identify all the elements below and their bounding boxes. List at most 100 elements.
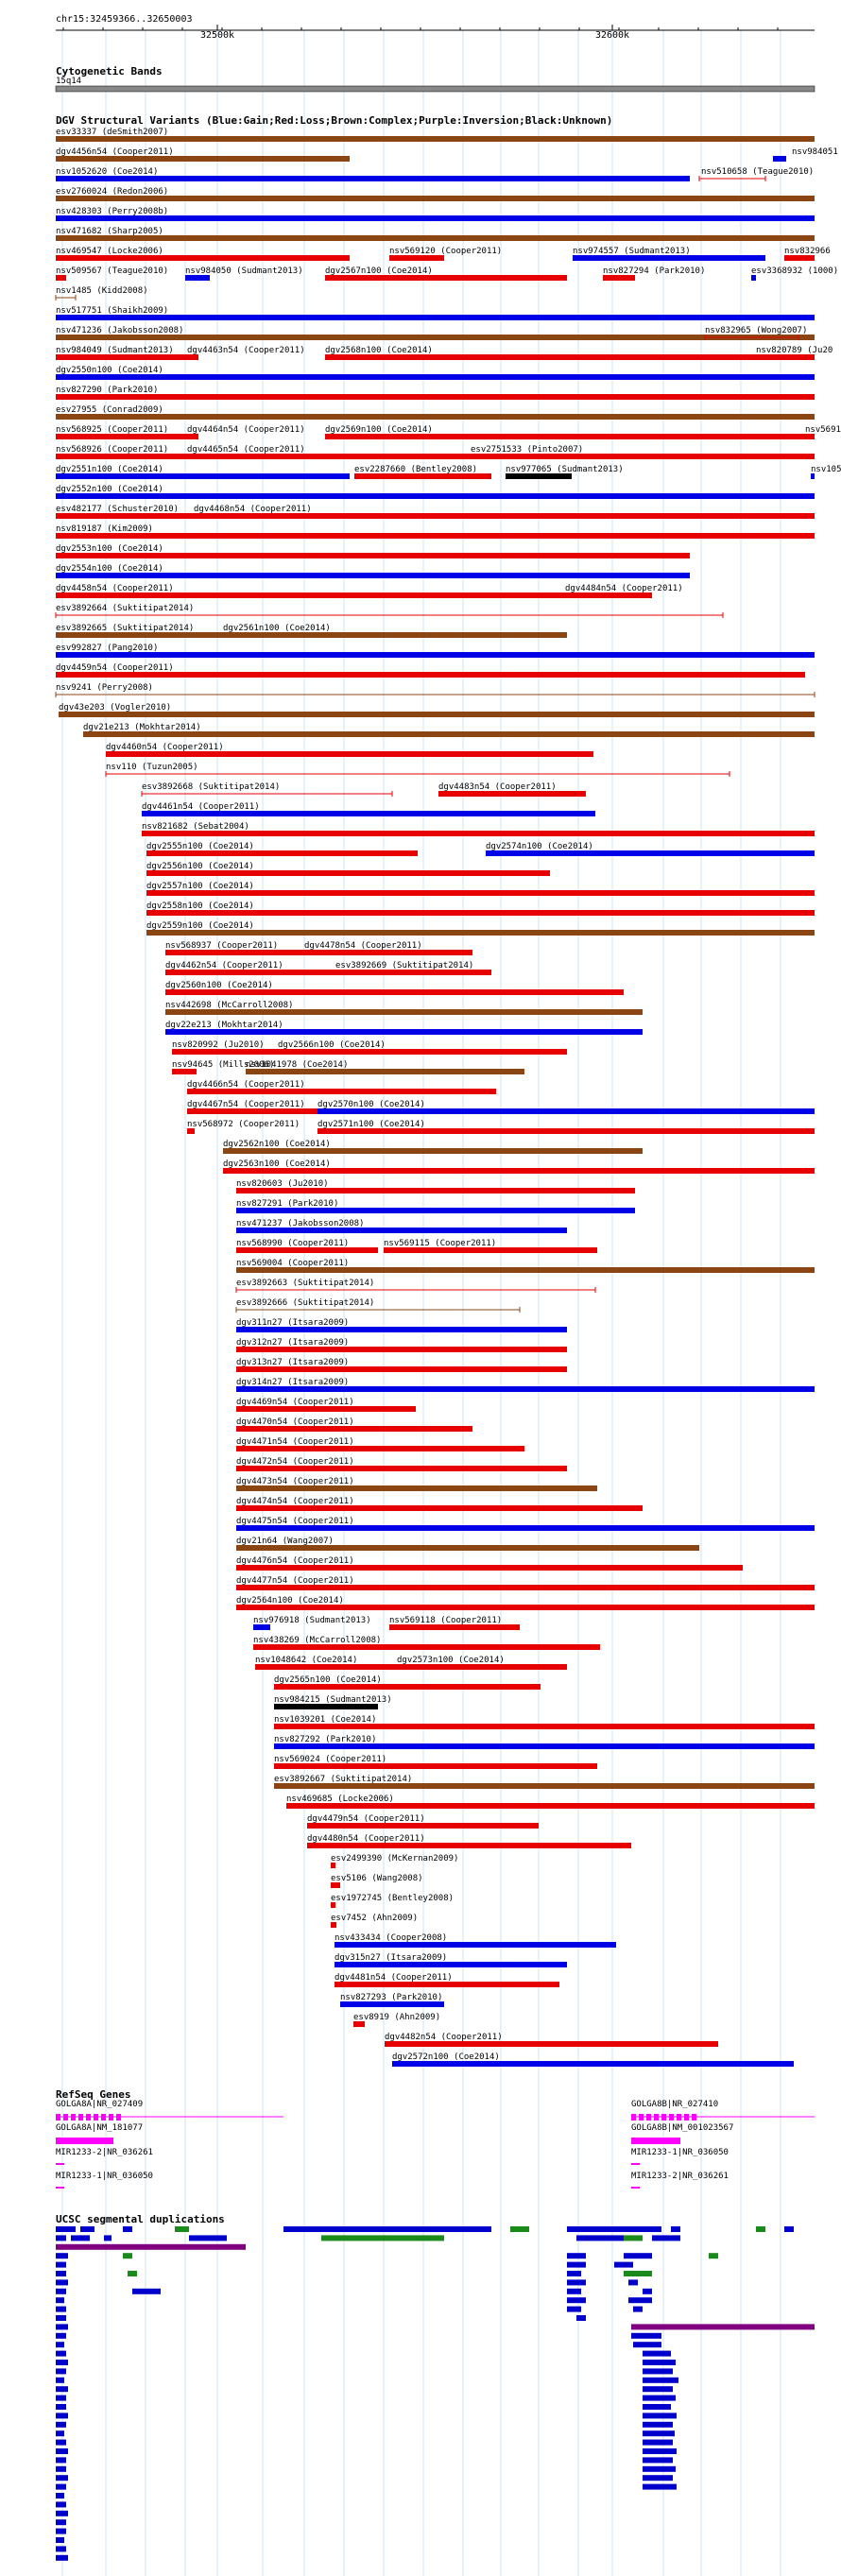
dgv-feature-label[interactable]: esv2751533 (Pinto2007) — [471, 445, 583, 455]
segdup-feature[interactable] — [123, 2226, 132, 2232]
segdup-feature[interactable] — [567, 2261, 586, 2268]
dgv-feature-label[interactable]: nsv471237 (Jakobsson2008) — [236, 1219, 364, 1228]
dgv-feature-bar[interactable] — [146, 850, 418, 856]
dgv-feature-bar[interactable] — [56, 156, 350, 162]
dgv-feature-bar[interactable] — [56, 434, 189, 439]
dgv-feature-bar[interactable] — [353, 2021, 365, 2027]
segdup-feature[interactable] — [56, 2288, 66, 2294]
dgv-feature-bar[interactable] — [56, 473, 350, 479]
segdup-feature[interactable] — [567, 2279, 586, 2286]
segdup-feature[interactable] — [643, 2465, 676, 2472]
dgv-feature-bar[interactable] — [253, 1644, 600, 1650]
dgv-feature-label[interactable]: nsv1041978 (Coe2014) — [246, 1060, 348, 1070]
dgv-feature-label[interactable]: dgv43e203 (Vogler2010) — [59, 703, 171, 713]
dgv-feature-label[interactable]: nsv568972 (Cooper2011) — [187, 1120, 300, 1129]
segdup-feature[interactable] — [123, 2253, 132, 2259]
segdup-feature[interactable] — [56, 2315, 66, 2321]
dgv-feature-bar[interactable] — [756, 354, 777, 360]
dgv-feature-bar[interactable] — [56, 493, 815, 499]
dgv-feature-label[interactable]: nsv1039201 (Coe2014) — [274, 1715, 376, 1725]
dgv-feature-bar[interactable] — [165, 1029, 643, 1035]
segdup-feature[interactable] — [567, 2288, 581, 2294]
dgv-feature-bar[interactable] — [318, 1108, 815, 1114]
dgv-feature-label[interactable]: dgv312n27 (Itsara2009) — [236, 1338, 349, 1348]
segdup-feature[interactable] — [56, 2528, 66, 2534]
dgv-feature-bar[interactable] — [274, 1763, 597, 1769]
dgv-feature-bar[interactable] — [142, 831, 815, 836]
dgv-feature-bar[interactable] — [165, 950, 304, 955]
dgv-feature-label[interactable]: nsv976918 (Sudmant2013) — [253, 1616, 371, 1625]
dgv-feature-bar[interactable] — [236, 1485, 597, 1491]
dgv-feature-label[interactable]: nsv568925 (Cooper2011) — [56, 425, 168, 435]
segdup-feature[interactable] — [56, 2430, 64, 2437]
dgv-feature-label[interactable]: dgv4456n54 (Cooper2011) — [56, 147, 174, 157]
dgv-feature-bar[interactable] — [59, 712, 815, 717]
dgv-feature-label[interactable]: nsv509567 (Teague2010) — [56, 266, 168, 276]
dgv-feature-label[interactable]: dgv4463n54 (Cooper2011) — [187, 346, 305, 355]
segdup-feature[interactable] — [784, 2226, 794, 2232]
dgv-feature-bar[interactable] — [236, 1188, 635, 1194]
segdup-feature[interactable] — [56, 2510, 68, 2516]
dgv-feature-bar[interactable] — [255, 1664, 397, 1670]
dgv-feature-bar[interactable] — [223, 1168, 815, 1174]
dgv-feature-bar[interactable] — [565, 592, 652, 598]
dgv-feature-bar[interactable] — [331, 1863, 335, 1868]
dgv-feature-bar[interactable] — [389, 1624, 520, 1630]
dgv-feature-bar[interactable] — [56, 533, 815, 539]
dgv-feature-label[interactable]: nsv827290 (Park2010) — [56, 386, 158, 395]
dgv-feature-label[interactable]: nsv569024 (Cooper2011) — [274, 1755, 386, 1764]
segdup-feature[interactable] — [624, 2271, 652, 2276]
dgv-feature-bar[interactable] — [236, 1545, 699, 1551]
dgv-feature-bar[interactable] — [146, 870, 550, 876]
dgv-feature-bar[interactable] — [236, 1386, 815, 1392]
refseq-gene-label[interactable]: GOLGA8A|NM_181077 — [56, 2123, 143, 2133]
segdup-feature[interactable] — [56, 2253, 68, 2259]
segdup-feature[interactable] — [643, 2404, 671, 2410]
dgv-feature-label[interactable]: esv3892668 (Suktitipat2014) — [142, 782, 280, 792]
dgv-feature-label[interactable]: esv482177 (Schuster2010) — [56, 505, 179, 514]
segdup-feature[interactable] — [56, 2537, 64, 2543]
dgv-feature-label[interactable]: nsv569120 (Cooper2011) — [389, 247, 502, 256]
segdup-feature[interactable] — [128, 2271, 137, 2276]
dgv-feature-label[interactable]: nsv510658 (Teague2010) — [701, 167, 814, 177]
segdup-track-title[interactable]: UCSC segmental duplications — [56, 2213, 225, 2225]
dgv-feature-bar[interactable] — [56, 414, 815, 420]
dgv-feature-bar[interactable] — [236, 1585, 815, 1590]
dgv-feature-bar[interactable] — [56, 573, 690, 578]
dgv-feature-label[interactable]: nsv819187 (Kim2009) — [56, 524, 153, 534]
dgv-feature-label[interactable]: dgv2572n100 (Coe2014) — [392, 2052, 500, 2062]
dgv-feature-label[interactable]: dgv22e213 (Mokhtar2014) — [165, 1021, 283, 1030]
dgv-feature-bar[interactable] — [384, 1247, 597, 1253]
dgv-feature-bar[interactable] — [187, 354, 198, 360]
segdup-feature[interactable] — [56, 2457, 66, 2464]
segdup-feature[interactable] — [56, 2404, 66, 2410]
dgv-feature-bar[interactable] — [56, 315, 815, 320]
dgv-feature-label[interactable]: nsv569118 (Cooper2011) — [389, 1616, 502, 1625]
segdup-feature[interactable] — [633, 2342, 661, 2348]
dgv-feature-label[interactable]: dgv21n64 (Wang2007) — [236, 1537, 334, 1546]
dgv-feature-label[interactable]: dgv2569n100 (Coe2014) — [325, 425, 433, 435]
segdup-feature[interactable] — [56, 2261, 66, 2268]
dgv-feature-label[interactable]: dgv2562n100 (Coe2014) — [223, 1140, 331, 1149]
dgv-feature-bar[interactable] — [142, 811, 595, 816]
dgv-feature-label[interactable]: dgv2564n100 (Coe2014) — [236, 1596, 344, 1606]
dgv-feature-bar[interactable] — [397, 1664, 567, 1670]
dgv-feature-bar[interactable] — [56, 652, 815, 658]
dgv-feature-label[interactable]: esv5106 (Wang2008) — [331, 1874, 423, 1883]
dgv-feature-label[interactable]: esv3368932 (1000) — [751, 266, 838, 276]
dgv-feature-bar[interactable] — [335, 1942, 616, 1948]
dgv-feature-label[interactable]: dgv21e213 (Mokhtar2014) — [83, 723, 201, 732]
segdup-feature[interactable] — [104, 2235, 112, 2241]
dgv-feature-bar[interactable] — [236, 1446, 524, 1451]
segdup-feature[interactable] — [56, 2332, 66, 2339]
segdup-feature[interactable] — [56, 2483, 66, 2490]
segdup-feature[interactable] — [643, 2413, 677, 2419]
segdup-feature[interactable] — [643, 2421, 673, 2428]
dgv-feature-label[interactable]: dgv4473n54 (Cooper2011) — [236, 1477, 354, 1486]
dgv-feature-label[interactable]: nsv433434 (Cooper2008) — [335, 1933, 447, 1943]
segdup-feature[interactable] — [56, 2439, 66, 2446]
dgv-feature-label[interactable]: esv8919 (Ahn2009) — [353, 2013, 440, 2022]
dgv-feature-bar[interactable] — [486, 850, 815, 856]
dgv-feature-label[interactable]: dgv2570n100 (Coe2014) — [318, 1100, 425, 1109]
dgv-feature-label[interactable]: dgv4481n54 (Cooper2011) — [335, 1973, 453, 1983]
